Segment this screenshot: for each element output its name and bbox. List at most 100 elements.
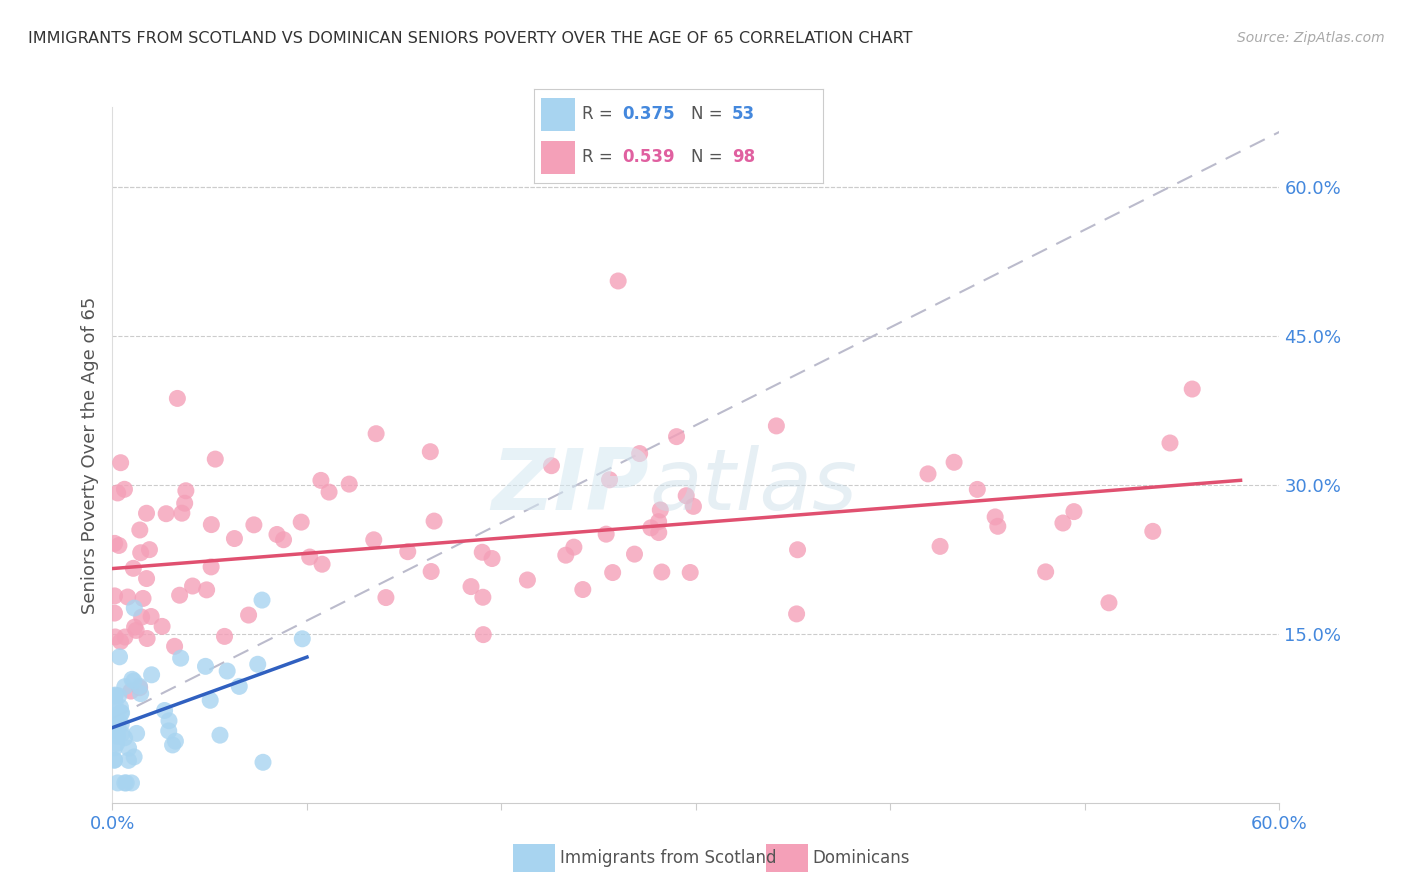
Point (243, 517, 266, 532)
FancyBboxPatch shape (541, 141, 575, 175)
Point (169, 651, 191, 665)
Point (104, 536, 127, 550)
Point (128, 679, 150, 693)
Point (165, 734, 187, 748)
Point (650, 503, 672, 517)
Point (266, 527, 288, 541)
Point (250, 593, 273, 607)
Point (103, 753, 125, 767)
Point (516, 573, 538, 587)
Point (132, 591, 155, 606)
Point (200, 560, 222, 574)
FancyBboxPatch shape (541, 97, 575, 131)
Point (110, 706, 132, 720)
Point (138, 542, 160, 557)
Text: Dominicans: Dominicans (813, 849, 910, 867)
Point (174, 483, 197, 498)
Point (122, 561, 145, 575)
Point (679, 566, 702, 580)
Point (129, 546, 152, 560)
Point (121, 776, 143, 790)
Point (366, 426, 388, 441)
Y-axis label: Seniors Poverty Over the Age of 65: Seniors Poverty Over the Age of 65 (80, 296, 98, 614)
Point (675, 489, 697, 503)
Point (155, 507, 177, 521)
Text: ZIP: ZIP (492, 445, 650, 528)
Point (120, 684, 142, 698)
Point (471, 545, 494, 559)
Text: Immigrants from Scotland: Immigrants from Scotland (560, 849, 776, 867)
Text: 98: 98 (731, 148, 755, 166)
Point (1142, 524, 1164, 539)
Point (607, 274, 630, 288)
Point (1063, 505, 1085, 519)
Point (166, 392, 188, 406)
Point (298, 549, 321, 564)
Point (117, 741, 139, 756)
Text: R =: R = (582, 148, 617, 166)
Point (194, 659, 217, 673)
Point (1035, 565, 1057, 579)
Point (128, 681, 150, 695)
Point (929, 540, 952, 554)
Point (987, 519, 1010, 533)
Point (105, 736, 128, 750)
Point (125, 624, 148, 638)
Point (204, 452, 226, 467)
Point (423, 514, 446, 528)
Point (104, 688, 127, 702)
Point (471, 591, 494, 605)
Point (1159, 436, 1181, 450)
Text: Source: ZipAtlas.com: Source: ZipAtlas.com (1237, 31, 1385, 45)
Point (110, 634, 132, 648)
Point (246, 657, 269, 672)
Point (111, 727, 134, 741)
Point (648, 525, 671, 540)
Point (786, 607, 808, 621)
Point (374, 591, 396, 605)
Point (238, 608, 260, 623)
Point (682, 500, 704, 514)
Point (122, 673, 145, 688)
Point (107, 729, 129, 743)
Point (136, 632, 159, 646)
Point (104, 697, 127, 711)
Point (114, 680, 136, 694)
Point (114, 731, 136, 745)
Point (311, 558, 333, 572)
Point (104, 708, 127, 723)
Point (150, 619, 173, 633)
Point (108, 649, 131, 664)
Point (1052, 516, 1074, 530)
Point (157, 714, 180, 728)
Point (110, 717, 132, 731)
Point (195, 582, 218, 597)
Point (103, 753, 125, 767)
Point (1181, 382, 1204, 396)
Point (141, 668, 163, 682)
Point (765, 418, 787, 433)
Point (224, 532, 246, 546)
Point (103, 741, 125, 756)
Point (200, 693, 222, 707)
Point (122, 750, 145, 764)
Point (153, 704, 176, 718)
Point (103, 723, 125, 738)
Point (107, 486, 129, 500)
Point (107, 712, 129, 726)
Point (562, 540, 585, 554)
Point (200, 517, 222, 532)
Point (1098, 596, 1121, 610)
Text: R =: R = (582, 105, 617, 123)
Point (124, 620, 146, 634)
Point (114, 776, 136, 790)
Point (117, 753, 139, 767)
Point (114, 483, 136, 497)
Point (110, 706, 132, 720)
Point (128, 523, 150, 537)
Point (169, 588, 191, 602)
Text: 0.539: 0.539 (623, 148, 675, 166)
Point (104, 589, 127, 603)
Point (984, 510, 1007, 524)
Point (181, 579, 204, 593)
